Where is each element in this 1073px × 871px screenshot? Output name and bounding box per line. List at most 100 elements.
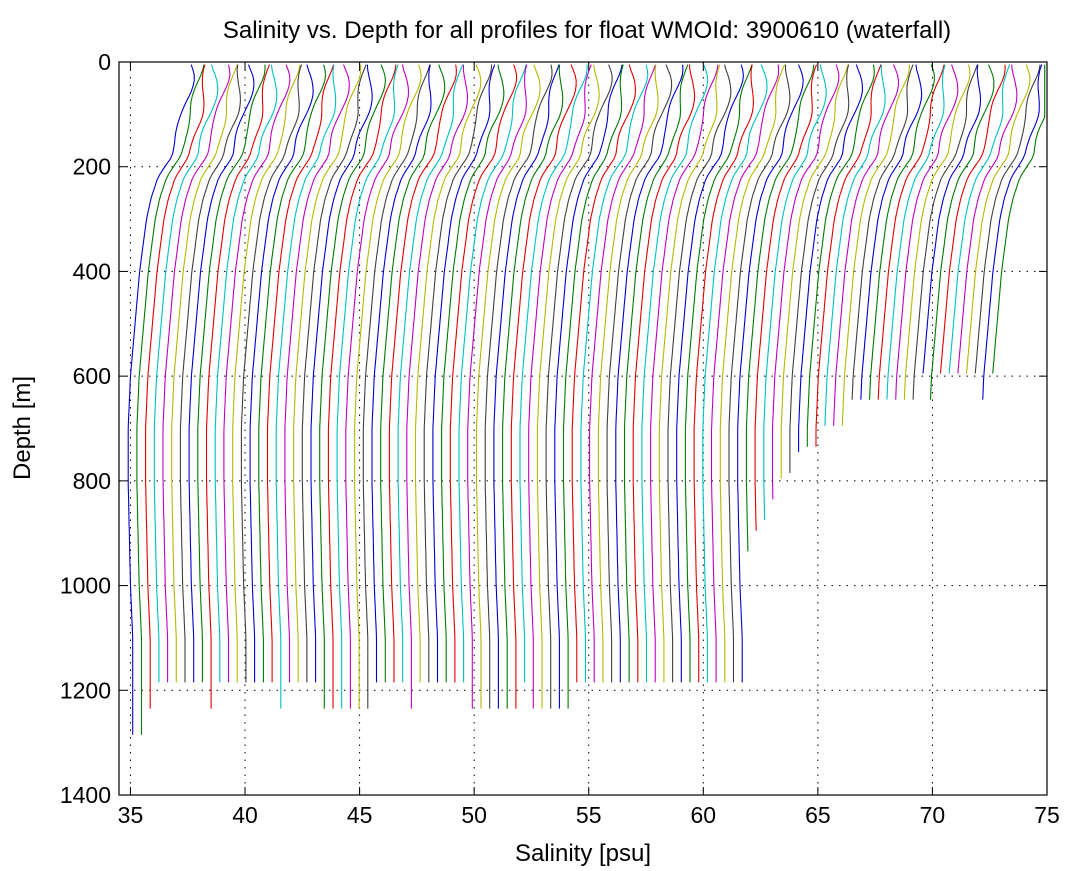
salinity-profile-line [580, 64, 649, 683]
salinity-profile-line [423, 64, 493, 683]
salinity-profile-line [571, 64, 637, 683]
salinity-profile-line [545, 64, 613, 709]
salinity-profile-line [684, 64, 753, 683]
salinity-profile-line [458, 64, 527, 683]
salinity-profile-line [877, 64, 945, 400]
axes-frame [118, 61, 1048, 796]
salinity-profile-line [780, 64, 849, 479]
salinity-profile-line [197, 64, 266, 683]
salinity-profile-line [860, 64, 923, 400]
x-tick-label: 60 [690, 802, 716, 828]
salinity-profile-line [912, 64, 978, 400]
salinity-profile-line [554, 64, 623, 709]
chart-title: Salinity vs. Depth for all profiles for … [223, 17, 951, 44]
y-tick-label: 600 [73, 363, 111, 389]
salinity-profile-line [929, 64, 995, 400]
salinity-profile-line [886, 64, 946, 400]
salinity-profile-line [903, 64, 971, 400]
x-tick-label: 75 [1034, 802, 1060, 828]
salinity-profile-line [658, 64, 721, 683]
salinity-profile-line [214, 64, 278, 683]
salinity-profile-line [650, 64, 719, 683]
salinity-profile-line [336, 64, 399, 709]
salinity-profile-line [354, 64, 422, 709]
salinity-profile-line [562, 64, 624, 709]
salinity-profile-line [641, 64, 709, 683]
salinity-profile-line [719, 64, 786, 683]
salinity-profile-line [693, 64, 754, 683]
salinity-profile-line [162, 64, 231, 683]
plot-area [127, 64, 1046, 735]
y-tick-label: 400 [73, 258, 111, 284]
salinity-profile-line [258, 64, 327, 683]
salinity-profile-line [676, 64, 744, 683]
salinity-profile-line [449, 64, 518, 683]
salinity-profile-line [824, 64, 886, 426]
x-tick-label: 50 [461, 802, 487, 828]
salinity-profile-line [484, 64, 553, 709]
salinity-profile-line [406, 64, 469, 709]
salinity-profile-line [615, 64, 684, 683]
x-tick-label: 65 [805, 802, 831, 828]
salinity-profile-line [597, 64, 659, 683]
salinity-profile-line [145, 64, 206, 709]
salinity-profile-line [948, 64, 1011, 374]
salinity-profile-line [441, 64, 505, 683]
salinity-profile-line [310, 64, 373, 683]
salinity-profile-line [266, 64, 335, 683]
salinity-profile-line [397, 64, 464, 683]
salinity-profile-line [536, 64, 600, 709]
salinity-profile-line [188, 64, 255, 683]
salinity-profile-line [502, 64, 564, 709]
x-axis-label: Salinity [psu] [515, 840, 651, 867]
x-tick-label: 45 [347, 802, 373, 828]
salinity-profile-line [319, 64, 386, 709]
y-axis-label: Depth [m] [9, 376, 36, 480]
salinity-profile-line [833, 64, 900, 426]
salinity-profile-line [841, 64, 911, 426]
salinity-profile-line [528, 64, 592, 709]
x-tick-label: 70 [920, 802, 946, 828]
salinity-profile-line [362, 64, 431, 709]
y-tick-label: 200 [73, 154, 111, 180]
salinity-profile-line [851, 64, 914, 400]
salinity-profile-line [127, 64, 195, 735]
salinity-profile-line [432, 64, 496, 683]
salinity-profile-line [171, 64, 238, 683]
ticks: 35 40 45 50 55 60 65 70 75 0 200 400 600 800 1000 1200 1… [60, 49, 1060, 828]
salinity-profile-line [798, 64, 863, 453]
salinity-profile-line [380, 64, 446, 683]
salinity-profile-line [519, 64, 588, 683]
x-tick-label: 40 [232, 802, 258, 828]
salinity-profile-line [284, 64, 350, 683]
salinity-profile-line [493, 64, 560, 709]
salinity-profile-line [136, 64, 205, 735]
salinity-profile-line [371, 64, 432, 683]
salinity-profile-line [815, 64, 882, 447]
salinity-profile-line [153, 64, 219, 683]
x-tick-label: 35 [118, 802, 144, 828]
salinity-profile-line [345, 64, 410, 709]
salinity-profile-line [982, 64, 1043, 400]
salinity-profile-line [623, 64, 689, 683]
salinity-profile-line [388, 64, 457, 683]
salinity-profile-line [771, 64, 840, 500]
salinity-profile-line [710, 64, 780, 683]
salinity-profile-line [737, 64, 804, 683]
salinity-profile-line [223, 64, 291, 683]
salinity-profile-line [467, 64, 528, 709]
salinity-profile-line [763, 64, 827, 521]
salinity-profile-line [293, 64, 362, 683]
salinity-profile-line [240, 64, 303, 683]
salinity-profile-line [301, 64, 367, 683]
salinity-profile-line [939, 64, 1006, 374]
salinity-profile-line [922, 64, 982, 374]
y-tick-label: 800 [73, 468, 111, 494]
salinity-profile-line [702, 64, 768, 683]
grid [119, 62, 1047, 795]
y-tick-label: 1200 [60, 677, 111, 703]
salinity-profile-line [205, 64, 271, 709]
salinity-profile-line [589, 64, 657, 683]
